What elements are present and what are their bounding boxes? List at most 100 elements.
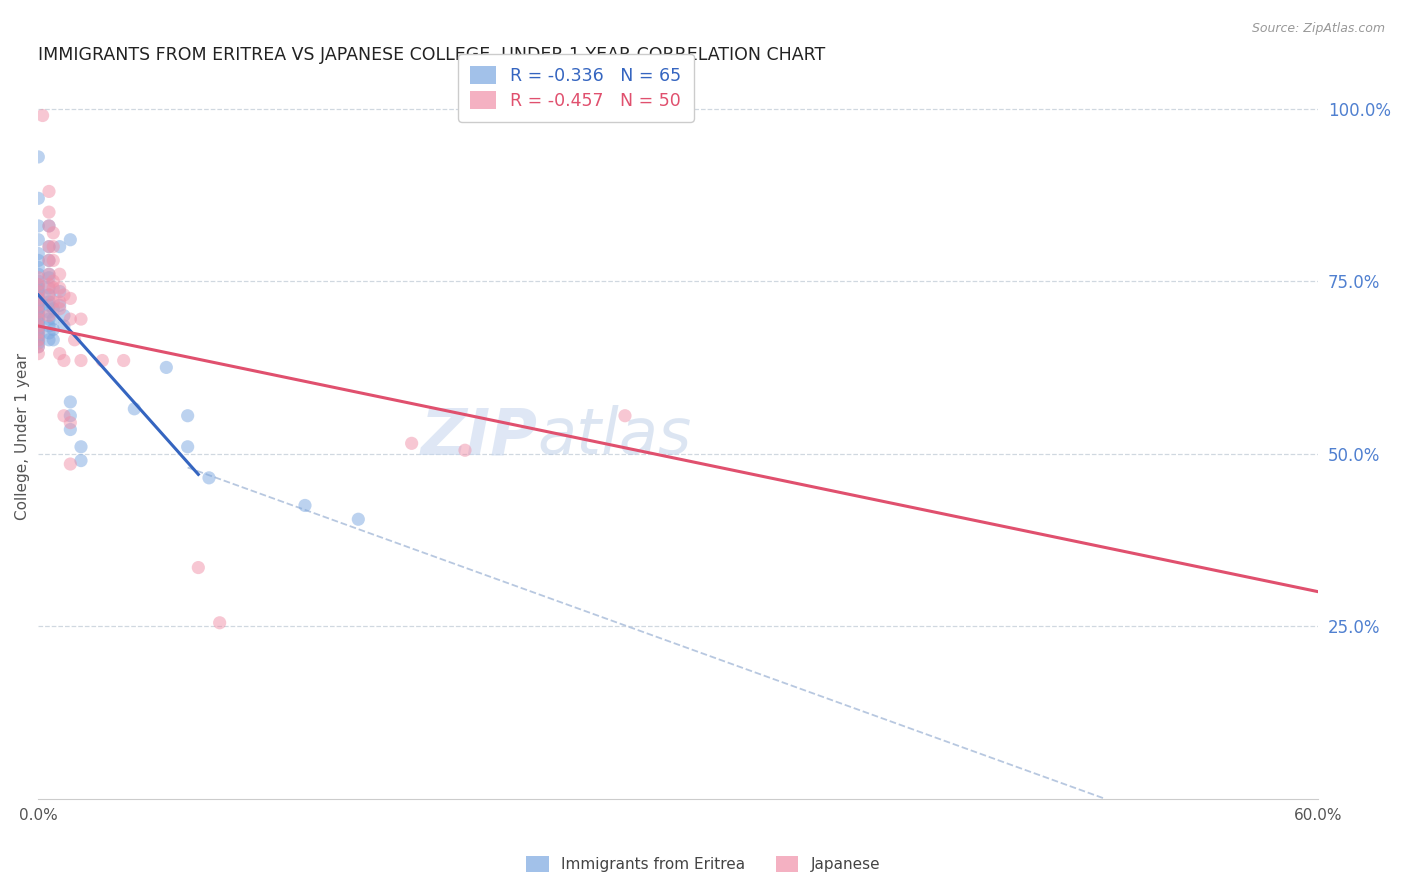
Point (42, 333, 65, 347)
Point (112, 353, 135, 368)
Point (27, 233, 49, 247)
Point (27, 326, 49, 340)
Point (70, 453, 93, 467)
Point (59, 416, 82, 430)
Point (27, 340, 49, 354)
Point (48, 346, 70, 360)
Point (27, 318, 49, 333)
Point (27, 292, 49, 306)
Point (63, 333, 86, 347)
Point (52, 309, 75, 323)
Point (27, 340, 49, 354)
Point (42, 253, 65, 268)
Point (42, 301, 65, 316)
Point (27, 322, 49, 336)
Point (27, 292, 49, 306)
Point (48, 301, 70, 316)
Point (48, 294, 70, 309)
Point (27, 281, 49, 295)
Point (27, 336, 49, 351)
Point (27, 267, 49, 281)
Point (91, 353, 114, 368)
Legend: Immigrants from Eritrea, Japanese: Immigrants from Eritrea, Japanese (517, 848, 889, 880)
Point (42, 240, 65, 254)
Point (38, 281, 60, 295)
Point (31, 109, 53, 123)
Legend: R = -0.336   N = 65, R = -0.457   N = 50: R = -0.336 N = 65, R = -0.457 N = 50 (458, 54, 693, 121)
Point (27, 288, 49, 302)
Point (27, 285, 49, 299)
Point (38, 240, 60, 254)
Point (27, 294, 49, 309)
Point (52, 353, 75, 368)
Point (27, 326, 49, 340)
Point (38, 333, 60, 347)
Point (27, 150, 49, 164)
Point (155, 360, 177, 375)
Point (59, 457, 82, 471)
Point (38, 294, 60, 309)
Point (27, 270, 49, 285)
Point (38, 318, 60, 333)
Point (38, 219, 60, 233)
Point (27, 312, 49, 326)
Text: Source: ZipAtlas.com: Source: ZipAtlas.com (1251, 22, 1385, 36)
Point (38, 277, 60, 292)
Point (208, 615, 231, 630)
Point (48, 267, 70, 281)
Point (38, 267, 60, 281)
Point (187, 560, 209, 574)
Text: ZIP: ZIP (420, 406, 537, 467)
Point (38, 240, 60, 254)
Point (27, 191, 49, 205)
Point (59, 233, 82, 247)
Point (42, 312, 65, 326)
Point (614, 409, 637, 423)
Point (42, 274, 65, 288)
Point (27, 333, 49, 347)
Point (124, 401, 146, 416)
Point (27, 219, 49, 233)
Point (38, 270, 60, 285)
Point (347, 512, 370, 526)
Point (38, 253, 60, 268)
Point (27, 312, 49, 326)
Point (42, 294, 65, 309)
Point (42, 281, 65, 295)
Point (38, 185, 60, 199)
Point (38, 253, 60, 268)
Point (70, 353, 93, 368)
Point (27, 253, 49, 268)
Point (38, 288, 60, 302)
Point (52, 409, 75, 423)
Point (59, 292, 82, 306)
Point (42, 226, 65, 240)
Point (38, 267, 60, 281)
Point (38, 298, 60, 312)
Point (27, 277, 49, 292)
Point (59, 409, 82, 423)
Point (27, 329, 49, 343)
Point (27, 274, 49, 288)
Point (27, 305, 49, 319)
Point (27, 298, 49, 312)
Point (401, 436, 423, 450)
Text: IMMIGRANTS FROM ERITREA VS JAPANESE COLLEGE, UNDER 1 YEAR CORRELATION CHART: IMMIGRANTS FROM ERITREA VS JAPANESE COLL… (38, 46, 825, 64)
Point (48, 298, 70, 312)
Point (176, 440, 198, 454)
Point (27, 346, 49, 360)
Point (59, 423, 82, 437)
Point (27, 285, 49, 299)
Point (52, 288, 75, 302)
Point (70, 312, 93, 326)
Point (27, 246, 49, 260)
Point (38, 219, 60, 233)
Y-axis label: College, Under 1 year: College, Under 1 year (15, 353, 30, 520)
Point (59, 395, 82, 409)
Point (27, 260, 49, 275)
Point (38, 312, 60, 326)
Point (38, 305, 60, 319)
Point (198, 471, 221, 485)
Point (38, 309, 60, 323)
Point (48, 240, 70, 254)
